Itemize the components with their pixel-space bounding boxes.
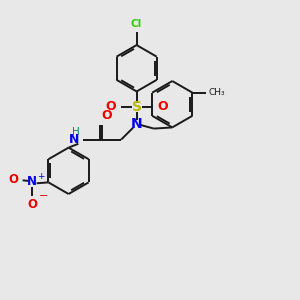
Text: S: S xyxy=(132,100,142,114)
Text: CH₃: CH₃ xyxy=(209,88,225,97)
Text: −: − xyxy=(39,191,48,201)
Text: +: + xyxy=(38,172,45,181)
Text: N: N xyxy=(69,133,80,146)
Text: O: O xyxy=(106,100,116,113)
Text: Cl: Cl xyxy=(131,19,142,29)
Text: O: O xyxy=(102,109,112,122)
Text: N: N xyxy=(131,117,142,131)
Text: H: H xyxy=(72,127,80,137)
Text: O: O xyxy=(8,173,19,186)
Text: N: N xyxy=(27,175,37,188)
Text: O: O xyxy=(157,100,168,113)
Text: O: O xyxy=(28,198,38,211)
